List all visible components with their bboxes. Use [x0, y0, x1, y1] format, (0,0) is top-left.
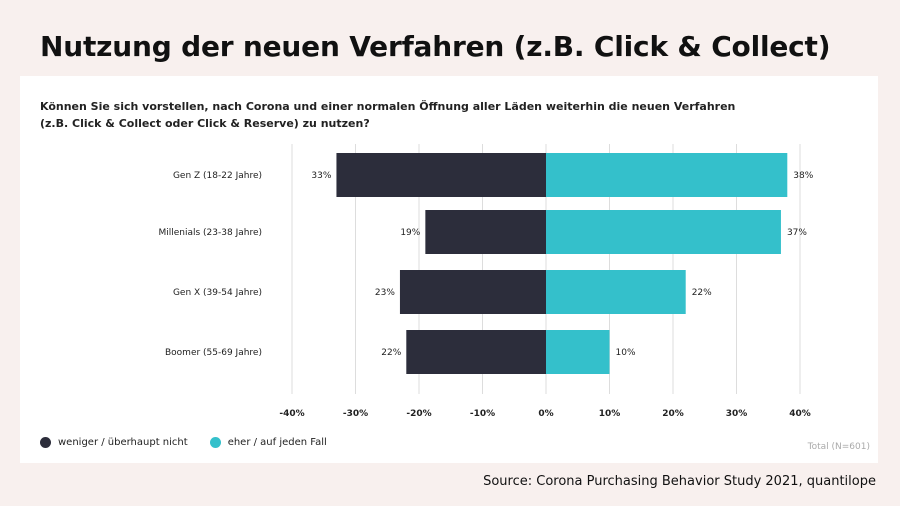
chart-card: Können Sie sich vorstellen, nach Corona … [20, 76, 878, 463]
category-label: Boomer (55-69 Jahre) [165, 348, 262, 358]
question-line-2: (z.B. Click & Collect oder Click & Reser… [40, 117, 370, 130]
data-label-negative: 23% [375, 288, 395, 298]
chart-question: Können Sie sich vorstellen, nach Corona … [40, 98, 740, 132]
data-label-negative: 19% [400, 228, 420, 238]
source-note: Source: Corona Purchasing Behavior Study… [483, 474, 876, 489]
x-tick-label: -40% [279, 409, 304, 419]
data-label-negative: 22% [381, 348, 401, 358]
bar-negative [336, 153, 546, 197]
category-label: Millenials (23-38 Jahre) [158, 228, 262, 238]
sample-size-note: Total (N=601) [807, 442, 870, 452]
x-tick-label: -30% [343, 409, 368, 419]
bar-positive [546, 210, 781, 254]
category-label: Gen X (39-54 Jahre) [173, 288, 262, 298]
bar-positive [546, 270, 686, 314]
x-tick-label: 30% [726, 409, 748, 419]
bar-positive [546, 330, 610, 374]
question-line-1: Können Sie sich vorstellen, nach Corona … [40, 100, 736, 113]
legend-item-positive: eher / auf jeden Fall [209, 437, 327, 448]
bar-negative [406, 330, 546, 374]
x-tick-label: 20% [662, 409, 684, 419]
x-tick-label: 10% [599, 409, 621, 419]
x-tick-label: 40% [789, 409, 811, 419]
legend-item-negative: weniger / überhaupt nicht [40, 437, 188, 448]
page-title: Nutzung der neuen Verfahren (z.B. Click … [40, 30, 831, 63]
x-tick-label: -20% [406, 409, 431, 419]
bar-negative [425, 210, 546, 254]
data-label-negative: 33% [311, 171, 331, 181]
legend-swatch-negative [40, 437, 51, 448]
x-tick-label: -10% [470, 409, 495, 419]
data-label-positive: 10% [616, 348, 636, 358]
chart-legend: weniger / überhaupt nicht eher / auf jed… [40, 437, 349, 448]
legend-label-negative: weniger / überhaupt nicht [58, 437, 188, 448]
data-label-positive: 38% [793, 171, 813, 181]
data-label-positive: 37% [787, 228, 807, 238]
legend-label-positive: eher / auf jeden Fall [227, 437, 327, 448]
x-tick-label: 0% [538, 409, 553, 419]
data-label-positive: 22% [692, 288, 712, 298]
bar-positive [546, 153, 788, 197]
bar-negative [399, 270, 546, 314]
legend-swatch-positive [209, 437, 221, 448]
category-label: Gen Z (18-22 Jahre) [173, 171, 262, 181]
diverging-bar-chart: -40% -30% -20% -10% 0% 10% 20% 30% 40% Gen Z (18-… [158, 144, 814, 419]
